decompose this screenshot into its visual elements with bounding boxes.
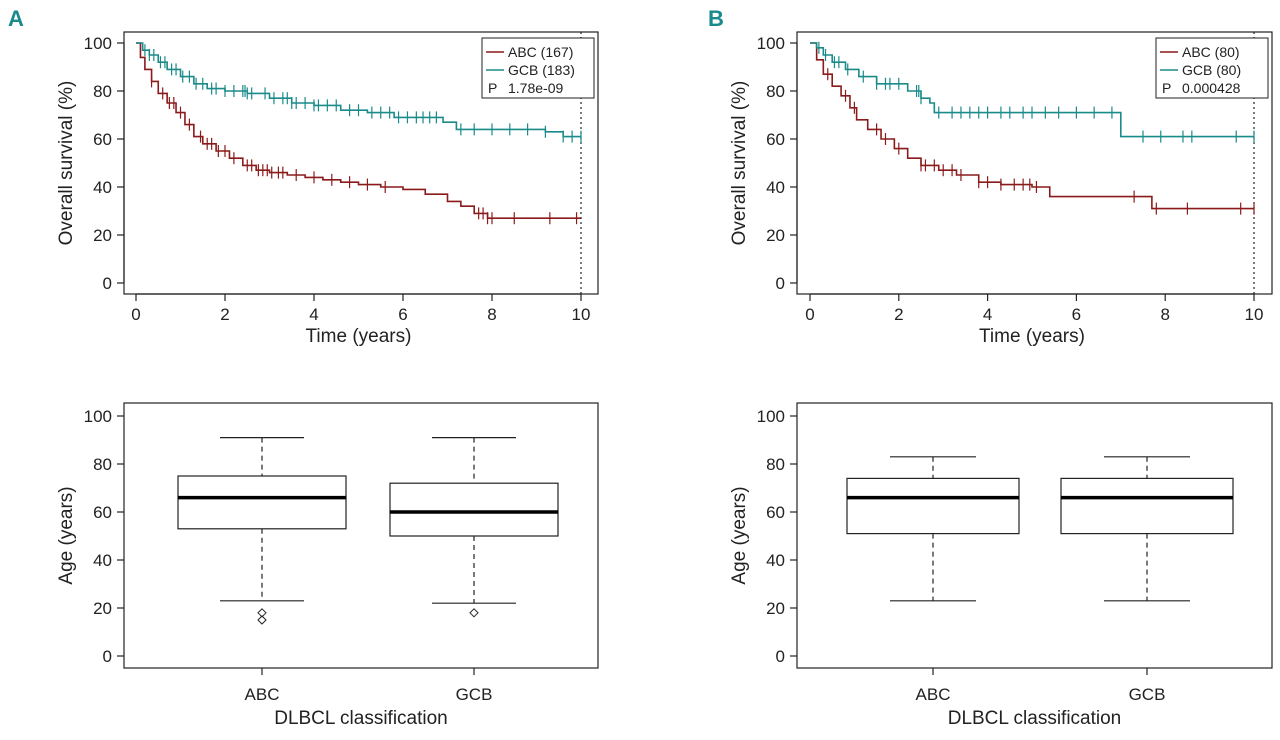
legend-box (1155, 37, 1269, 99)
x-axis-label: Time (years) (306, 326, 412, 347)
x-tick-label: 2 (894, 305, 903, 324)
legend-p-value: 0.000428 (1182, 80, 1241, 96)
y-axis-label: Overall survival (%) (729, 81, 750, 246)
x-tick-label: 8 (1160, 305, 1169, 324)
survival-curve-abc (136, 42, 581, 219)
y-tick-label: 0 (103, 274, 112, 293)
y-tick-label: 0 (103, 647, 112, 666)
x-axis-label: DLBCL classification (948, 708, 1122, 729)
legend-entry-abc: ABC (80) (1182, 44, 1240, 60)
x-tick-label: GCB (1129, 685, 1166, 704)
x-tick-label: 6 (398, 305, 407, 324)
y-axis-label: Age (years) (729, 486, 750, 584)
y-tick-label: 80 (766, 82, 785, 101)
panel-letter-b: B (708, 6, 724, 31)
y-axis-label: Age (years) (56, 486, 77, 584)
y-tick-label: 100 (84, 407, 112, 426)
x-tick-label: 8 (487, 305, 496, 324)
box-body (389, 482, 559, 537)
y-tick-label: 100 (757, 34, 785, 53)
x-axis-label: DLBCL classification (274, 708, 448, 729)
plot-frame (123, 31, 599, 295)
x-axis-label: Time (years) (979, 326, 1085, 347)
legend-entry-gcb: GCB (183) (508, 62, 575, 78)
y-tick-label: 100 (757, 407, 785, 426)
legend-p-value: 1.78e-09 (508, 80, 563, 96)
y-tick-label: 60 (93, 130, 112, 149)
y-tick-label: 20 (766, 599, 785, 618)
y-tick-label: 60 (766, 130, 785, 149)
legend-p-label: P (488, 80, 497, 96)
plot-frame (123, 402, 599, 669)
box-abc: ABC (846, 456, 1020, 704)
y-tick-label: 20 (766, 226, 785, 245)
y-tick-label: 20 (93, 226, 112, 245)
y-tick-label: 20 (93, 599, 112, 618)
legend: ABC (167) GCB (183) P 1.78e-09 (481, 37, 595, 99)
outlier-point (469, 608, 479, 618)
y-tick-label: 40 (93, 178, 112, 197)
x-tick-label: 10 (572, 305, 591, 324)
x-tick-label: 4 (983, 305, 992, 324)
outlier-point (257, 608, 267, 618)
y-tick-label: 40 (766, 551, 785, 570)
box-body (846, 477, 1020, 535)
legend-entry-gcb: GCB (80) (1182, 62, 1241, 78)
x-tick-label: 0 (131, 305, 140, 324)
outlier-point (257, 615, 267, 625)
legend-entry-abc: ABC (167) (508, 44, 573, 60)
x-tick-label: GCB (456, 685, 493, 704)
plot-frame (796, 31, 1273, 295)
box-abc: ABC (177, 437, 347, 704)
y-axis-label: Overall survival (%) (56, 81, 77, 246)
chart-A-survival: 0 20 40 60 80 100 0 2 4 6 8 10 Time (years) Overall s… (56, 31, 599, 347)
chart-B-age: 0 20 40 60 80 100 Age (years) DLBCL classificat… (729, 402, 1273, 729)
y-tick-label: 40 (766, 178, 785, 197)
panel-letter-a: A (8, 6, 24, 31)
x-tick-label: 10 (1245, 305, 1264, 324)
box-gcb: GCB (389, 437, 559, 704)
chart-A-age: 0 20 40 60 80 100 Age (years) DLBCL classificat… (56, 402, 599, 729)
x-tick-label: ABC (245, 685, 280, 704)
y-tick-label: 60 (93, 503, 112, 522)
x-tick-label: ABC (916, 685, 951, 704)
x-tick-label: 0 (805, 305, 814, 324)
x-tick-label: 6 (1072, 305, 1081, 324)
legend-box (481, 37, 595, 99)
x-tick-label: 2 (220, 305, 229, 324)
x-tick-label: 4 (309, 305, 318, 324)
y-tick-label: 100 (84, 34, 112, 53)
y-tick-label: 80 (93, 82, 112, 101)
box-gcb: GCB (1060, 456, 1234, 704)
box-body (1060, 477, 1234, 535)
y-tick-label: 60 (766, 503, 785, 522)
survival-curve-abc (810, 42, 1254, 210)
box-body (177, 475, 347, 530)
legend-p-label: P (1162, 80, 1171, 96)
y-tick-label: 80 (93, 455, 112, 474)
y-tick-label: 80 (766, 455, 785, 474)
plot-frame (796, 402, 1273, 669)
chart-B-survival: 0 20 40 60 80 100 0 2 4 6 8 10 Time (years) Overall s… (729, 31, 1273, 347)
y-tick-label: 0 (776, 647, 785, 666)
legend: ABC (80) GCB (80) P 0.000428 (1155, 37, 1269, 99)
y-tick-label: 0 (776, 274, 785, 293)
y-tick-label: 40 (93, 551, 112, 570)
